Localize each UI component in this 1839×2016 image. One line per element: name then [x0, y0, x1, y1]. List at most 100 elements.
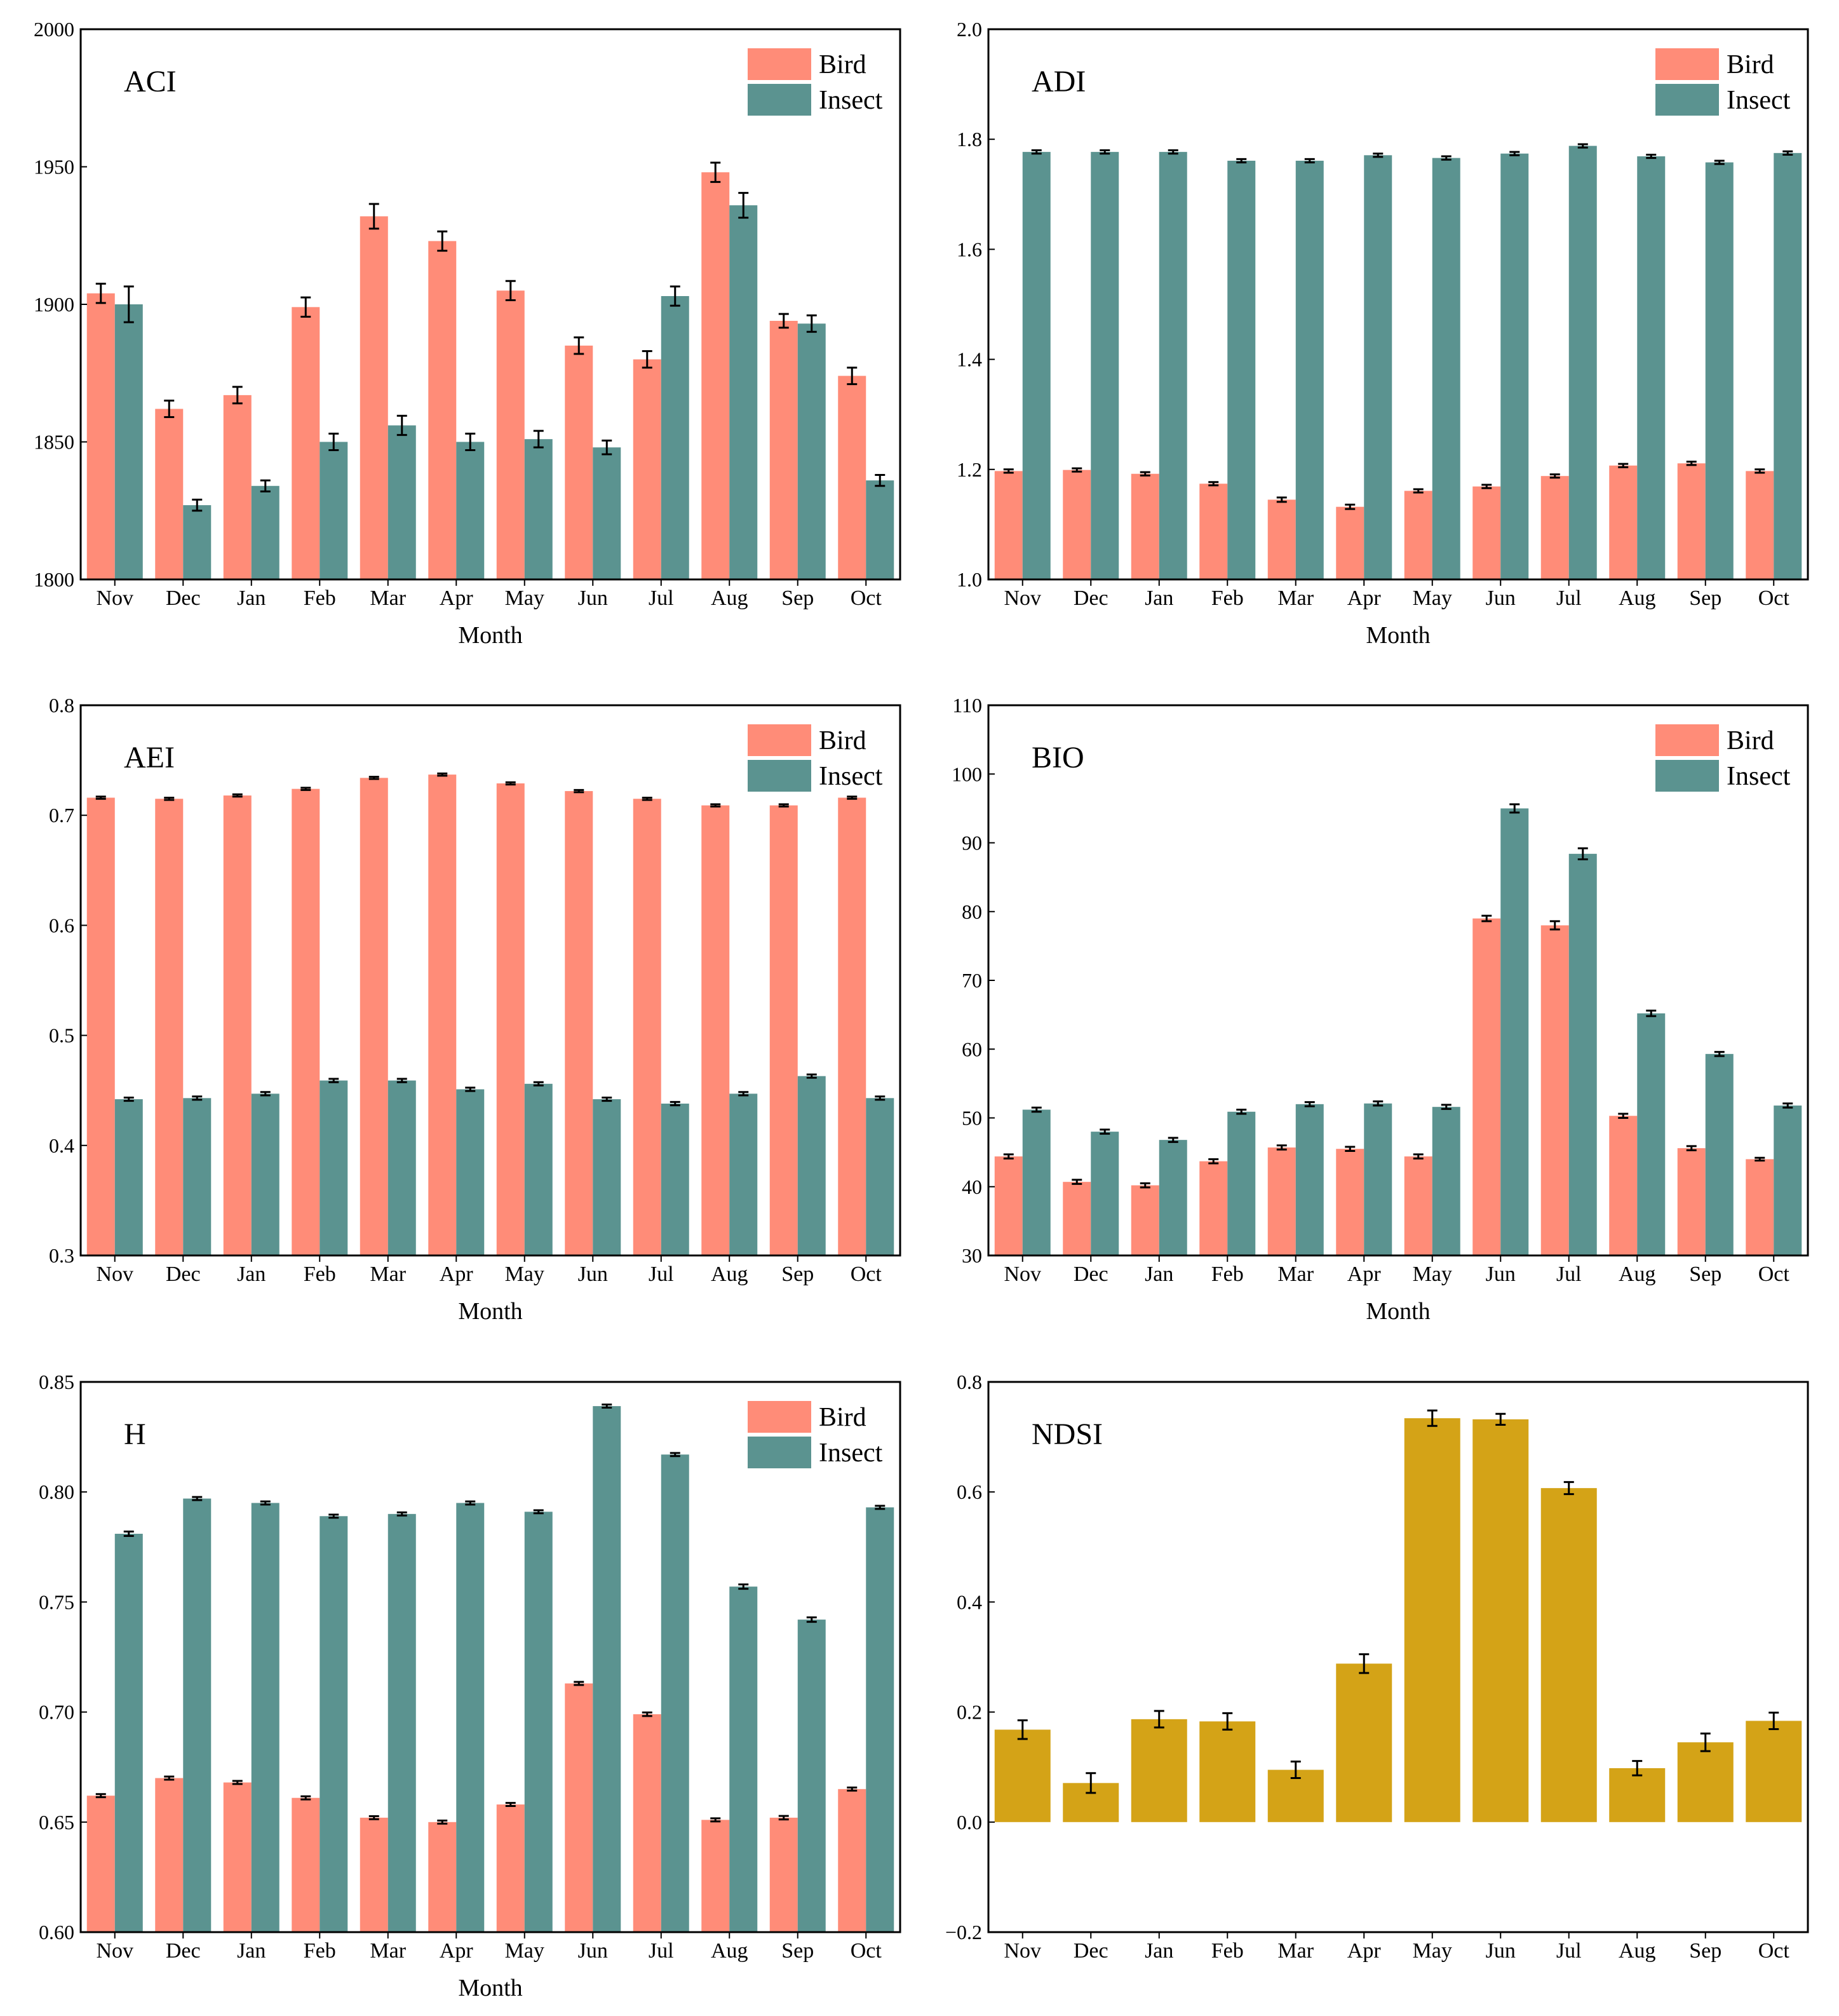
- bar-bird-jan: [223, 1782, 252, 1932]
- legend-swatch-insect: [748, 1437, 811, 1468]
- legend-label-bird: Bird: [1727, 50, 1774, 79]
- error-bar-insect-dec: [192, 1496, 203, 1501]
- y-tick-label: 0.8: [957, 1370, 982, 1393]
- bar-bird-sep: [769, 1817, 798, 1932]
- x-tick-label: Dec: [1074, 1262, 1108, 1286]
- error-bar-bird-aug: [710, 1817, 721, 1823]
- bar-bird-apr: [1336, 1149, 1364, 1255]
- error-bar-insect-mar: [396, 1078, 407, 1083]
- error-bar-bird-jun: [574, 336, 584, 355]
- x-tick-label: Jun: [1486, 1939, 1516, 1963]
- error-bar-insect-sep: [806, 314, 817, 333]
- bar-insect-jun: [593, 1099, 621, 1255]
- bar-bird-may: [496, 1804, 525, 1932]
- bar-ndsi-jan: [1131, 1719, 1187, 1822]
- bar-bird-jun: [565, 791, 593, 1255]
- bar-bird-mar: [360, 778, 388, 1255]
- bar-insect-apr: [456, 1503, 485, 1932]
- error-bar-bird-jan: [232, 793, 243, 798]
- series-bird: [994, 461, 1774, 579]
- error-bar-ndsi-dec: [1086, 1772, 1096, 1794]
- error-bar-insect-nov: [1031, 1106, 1042, 1113]
- error-bar-bird-oct: [847, 795, 858, 800]
- x-tick-label: Nov: [1004, 1939, 1041, 1963]
- x-tick-label: Sep: [1689, 1262, 1721, 1286]
- bar-bird-dec: [155, 799, 184, 1255]
- series-insect: [1022, 803, 1802, 1255]
- bar-insect-nov: [114, 1099, 143, 1255]
- y-tick-label: 0.4: [49, 1134, 74, 1157]
- bar-bird-jan: [1131, 473, 1159, 579]
- x-tick-label: Jan: [237, 1939, 266, 1963]
- error-bar-bird-nov: [1003, 1153, 1014, 1160]
- error-bar-bird-feb: [1208, 481, 1219, 487]
- bar-insect-aug: [729, 1586, 758, 1932]
- bar-bird-dec: [155, 1778, 184, 1932]
- x-tick-label: Jun: [578, 586, 608, 610]
- bar-bird-dec: [155, 409, 184, 579]
- legend-label-insect: Insect: [819, 762, 883, 791]
- x-tick-label: Apr: [1347, 1939, 1382, 1963]
- bar-bird-sep: [769, 320, 798, 579]
- bar-insect-mar: [1295, 1104, 1324, 1255]
- y-tick-label: 1950: [34, 156, 74, 179]
- x-tick-label: Aug: [711, 586, 748, 610]
- bar-insect-jan: [1159, 1140, 1187, 1255]
- error-bar-bird-may: [1413, 488, 1424, 494]
- error-bar-bird-nov: [95, 283, 106, 304]
- bar-insect-jun: [1500, 153, 1529, 579]
- x-tick-label: Jan: [237, 1262, 266, 1286]
- error-bar-insect-aug: [738, 192, 749, 219]
- error-bar-ndsi-mar: [1290, 1761, 1301, 1780]
- x-tick-label: Dec: [166, 1262, 201, 1286]
- bar-insect-dec: [183, 1098, 212, 1255]
- error-bar-bird-aug: [710, 161, 721, 183]
- bar-bird-jul: [1540, 476, 1569, 579]
- bar-insect-mar: [387, 1513, 416, 1932]
- chart-panel-aci: 1800 1850 1900 1950 2000 Nov Dec Jan Feb Mar Apr Ma…: [34, 18, 901, 649]
- bar-bird-nov: [994, 471, 1023, 579]
- x-tick-label: Jun: [1486, 1262, 1516, 1286]
- x-tick-label: Jun: [1486, 586, 1516, 610]
- bar-bird-jul: [633, 359, 661, 579]
- y-tick-label: 80: [962, 900, 982, 923]
- error-bar-bird-aug: [710, 803, 721, 808]
- error-bar-ndsi-may: [1427, 1409, 1438, 1427]
- error-bar-insect-jan: [260, 1091, 271, 1097]
- bar-bird-jun: [1472, 918, 1501, 1255]
- bar-insect-nov: [114, 1534, 143, 1932]
- error-bar-bird-mar: [368, 1815, 379, 1820]
- bar-insect-jul: [1568, 853, 1597, 1255]
- error-bar-insect-sep: [1714, 1051, 1725, 1057]
- bar-insect-aug: [1637, 1013, 1666, 1255]
- bar-insect-jan: [251, 485, 280, 579]
- bar-bird-nov: [994, 1156, 1023, 1255]
- error-bar-insect-mar: [1304, 158, 1315, 164]
- panel-title: AEI: [124, 741, 175, 775]
- bar-ndsi-sep: [1677, 1742, 1734, 1822]
- error-bar-insect-jul: [1577, 847, 1588, 860]
- y-tick-label: 1.8: [957, 128, 982, 151]
- legend: Bird Insect: [748, 1401, 883, 1468]
- bar-insect-feb: [320, 442, 348, 579]
- legend-label-insect: Insect: [1727, 86, 1791, 115]
- y-tick-label: 30: [962, 1244, 982, 1267]
- bar-insect-apr: [1364, 1103, 1392, 1255]
- bar-insect-nov: [114, 304, 143, 579]
- chart-panel-ndsi: −0.2 0.0 0.2 0.4 0.6 0.8 Nov Dec Jan Feb Mar Apr May…: [945, 1370, 1809, 1963]
- x-tick-label: Nov: [96, 586, 133, 610]
- error-bar-insect-mar: [396, 414, 407, 436]
- x-axis-title: Month: [1366, 1298, 1430, 1325]
- bar-bird-oct: [1746, 1159, 1774, 1255]
- x-tick-label: Feb: [304, 1939, 336, 1963]
- error-bar-insect-jun: [1509, 151, 1520, 156]
- x-tick-label: May: [1413, 1262, 1452, 1286]
- bar-bird-feb: [292, 307, 320, 579]
- x-tick-label: Jul: [649, 1939, 674, 1963]
- bar-insect-aug: [1637, 156, 1666, 579]
- bar-bird-mar: [1267, 1147, 1296, 1255]
- x-tick-label: Jan: [1145, 1262, 1173, 1286]
- x-tick-label: Jan: [1145, 586, 1173, 610]
- bar-bird-apr: [428, 1822, 457, 1932]
- chart-panel-adi: 1.0 1.2 1.4 1.6 1.8 2.0 Nov Dec Jan Feb Mar Apr May J…: [957, 18, 1809, 649]
